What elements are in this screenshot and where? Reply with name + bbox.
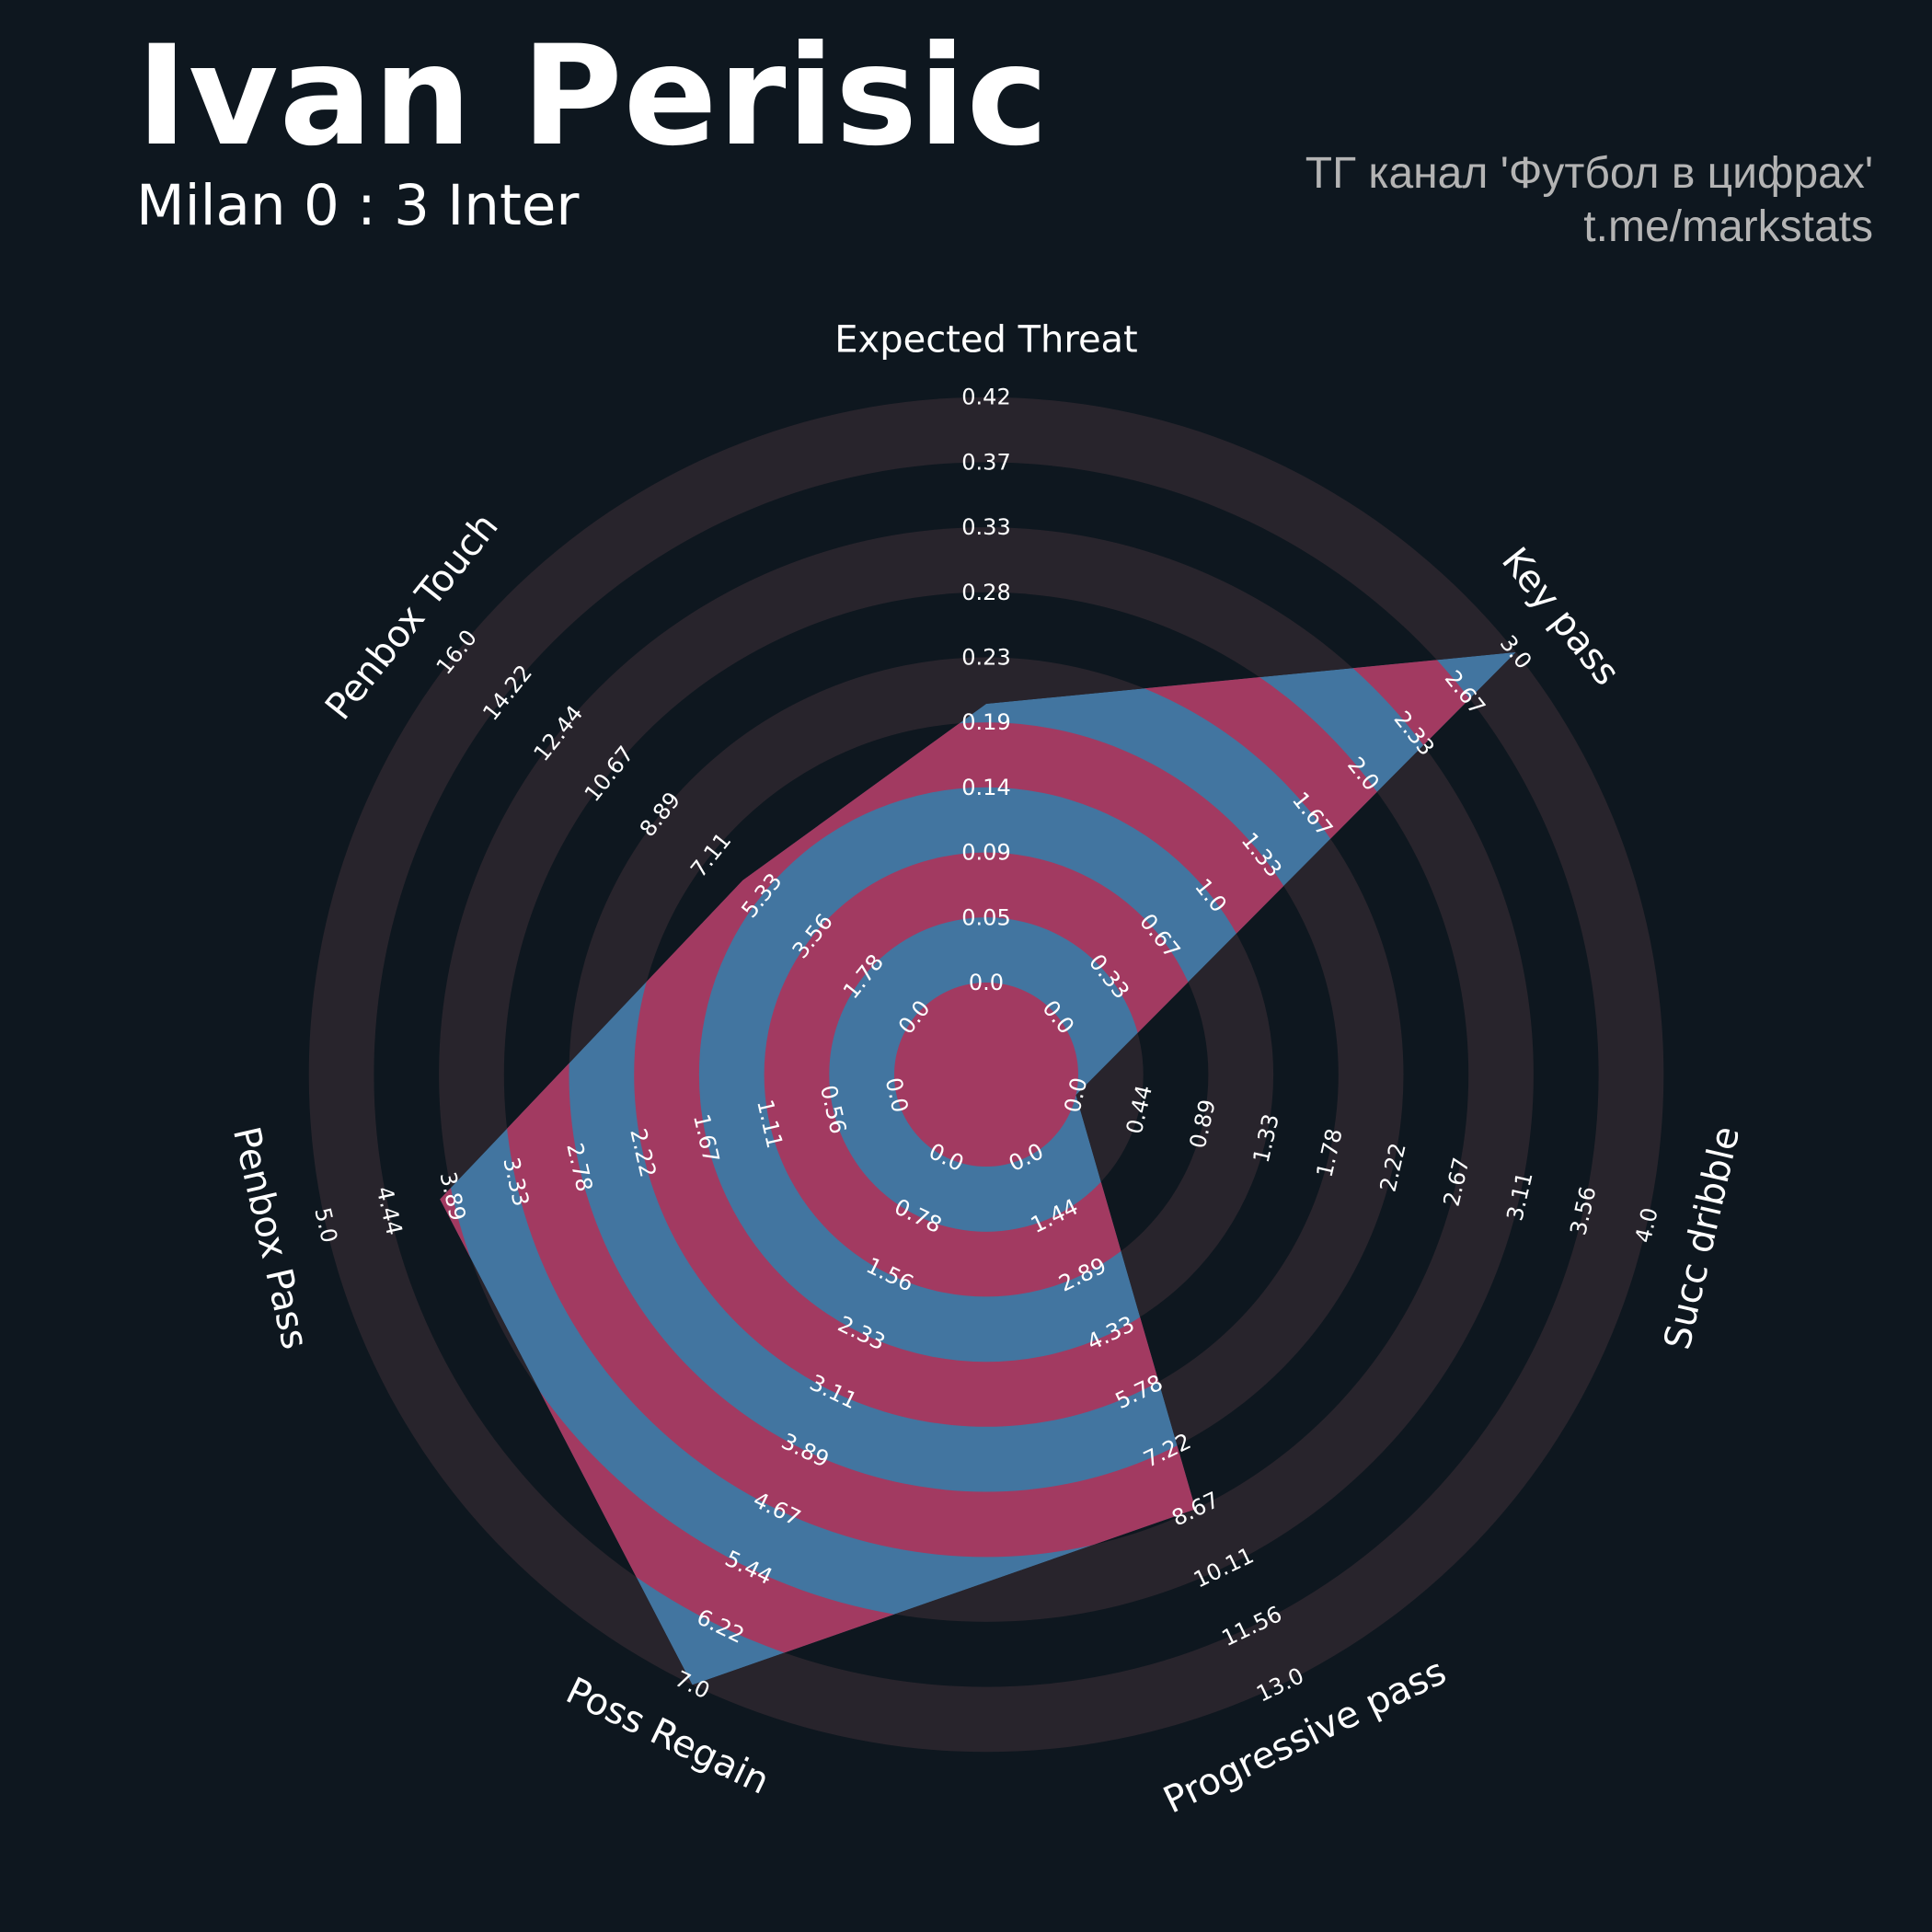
- credit-link-text: t.me/markstats: [1583, 201, 1873, 251]
- credit-block: ТГ канал 'Футбол в цифрах' t.me/markstat…: [1305, 147, 1873, 253]
- player-name-title: Ivan Perisic: [136, 17, 1050, 177]
- tick-label: 0.19: [961, 709, 1010, 735]
- match-score-subtitle: Milan 0 : 3 Inter: [136, 173, 580, 238]
- player-polygon-group: [440, 651, 1516, 1685]
- tick-label: 0.42: [961, 385, 1010, 410]
- tick-label: 0.33: [961, 514, 1010, 540]
- tick-label: 0.37: [961, 449, 1010, 475]
- tick-label: 0.05: [961, 904, 1010, 930]
- tick-label: 0.0: [969, 970, 1004, 995]
- axis-title: Succ dribble: [1656, 1122, 1748, 1353]
- credit-channel-text: ТГ канал 'Футбол в цифрах': [1305, 149, 1873, 198]
- axis-title: Penbox Pass: [224, 1122, 316, 1352]
- tick-label: 0.14: [961, 775, 1010, 800]
- axis-title: Expected Threat: [834, 319, 1138, 362]
- player-stripe-0: [894, 983, 1078, 1167]
- tick-label: 0.23: [961, 645, 1010, 671]
- tick-label: 0.09: [961, 840, 1010, 866]
- tick-label: 0.28: [961, 580, 1010, 605]
